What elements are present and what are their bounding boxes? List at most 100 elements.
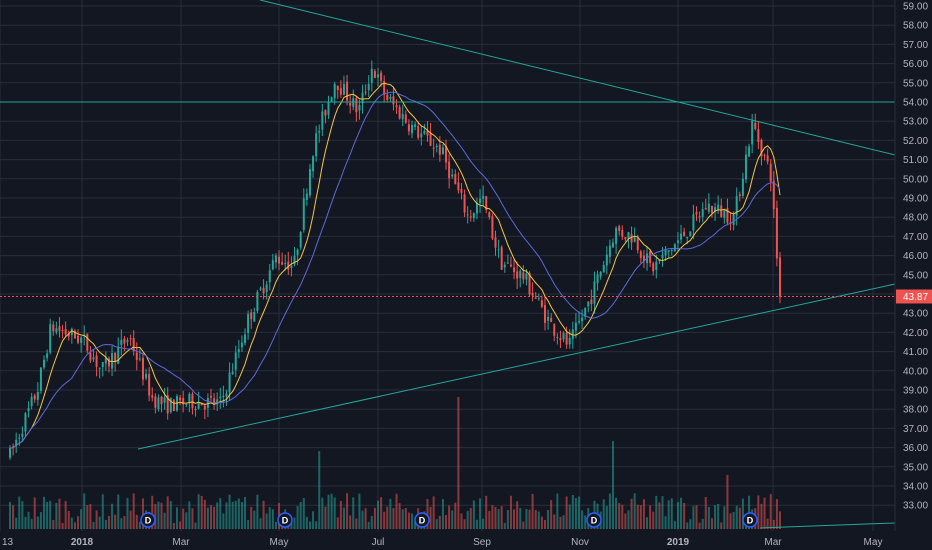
candle-body — [596, 274, 599, 284]
volume-bar — [386, 506, 389, 529]
y-tick-label: 51.00 — [903, 155, 928, 166]
volume-bar — [707, 507, 710, 529]
volume-bar — [469, 508, 472, 529]
candle-body — [256, 291, 259, 312]
candle-body — [630, 234, 633, 243]
volume-bar — [392, 508, 395, 529]
volume-bar — [488, 510, 491, 529]
candle-body — [642, 255, 645, 262]
candle-body — [550, 318, 553, 323]
volume-bar — [401, 509, 404, 529]
volume-bar — [732, 511, 735, 529]
y-tick-label: 38.00 — [903, 405, 928, 416]
candle-body — [392, 96, 395, 105]
volume-bar — [670, 498, 673, 529]
candle-body — [101, 362, 104, 367]
candle-body — [398, 106, 401, 119]
candle-body — [36, 392, 39, 400]
candle-body — [98, 367, 101, 369]
candle-body — [58, 326, 61, 331]
candle-body — [364, 91, 367, 93]
volume-bar — [451, 510, 454, 529]
volume-bar — [296, 506, 299, 529]
volume-bar — [250, 506, 253, 529]
candle-body — [509, 264, 512, 267]
volume-bar — [627, 510, 630, 529]
candle-body — [707, 203, 710, 212]
volume-bar — [336, 517, 339, 529]
candle-body — [358, 104, 361, 111]
y-tick-label: 56.00 — [903, 59, 928, 70]
candle-body — [95, 355, 98, 367]
candle-body — [760, 139, 763, 157]
candle-body — [649, 251, 652, 263]
volume-bar — [83, 493, 86, 529]
volume-bar — [123, 516, 126, 529]
candle-body — [395, 105, 398, 108]
volume-bar — [49, 500, 52, 529]
y-tick-label: 33.00 — [903, 501, 928, 512]
volume-bar — [726, 475, 729, 529]
candle-body — [593, 281, 596, 304]
volume-bar — [710, 518, 713, 529]
volume-bar — [370, 516, 373, 529]
volume-bar — [509, 495, 512, 529]
volume-bar — [169, 501, 172, 529]
volume-bar — [58, 498, 61, 529]
candle-body — [250, 312, 253, 320]
volume-bar — [445, 515, 448, 529]
candle-body — [52, 324, 55, 332]
candle-body — [522, 272, 525, 280]
candle-body — [39, 367, 42, 391]
candle-body — [389, 96, 392, 99]
descending-trendline[interactable] — [259, 0, 896, 156]
candle-body — [438, 144, 441, 155]
volume-bar — [683, 502, 686, 529]
y-tick-label: 40.00 — [903, 366, 928, 377]
candle-body — [293, 256, 296, 265]
volume-bar — [61, 522, 64, 529]
volume-bar — [506, 509, 509, 529]
candle-body — [244, 334, 247, 344]
candle-body — [259, 288, 262, 290]
candle-body — [330, 97, 333, 102]
candle-body — [380, 72, 383, 81]
volume-bar — [608, 493, 611, 529]
candle-body — [342, 84, 345, 96]
candle-body — [463, 194, 466, 213]
volume-bar — [479, 498, 482, 529]
candle-body — [605, 254, 608, 266]
ascending-trendline[interactable] — [137, 283, 896, 450]
candle-body — [287, 261, 290, 270]
dividend-marker-label: D — [747, 516, 754, 526]
volume-bar — [435, 519, 438, 529]
candle-body — [553, 323, 556, 336]
candle-body — [234, 352, 237, 370]
grid — [0, 0, 895, 531]
candle-body — [64, 328, 67, 335]
trend-annotations[interactable] — [0, 0, 896, 529]
volume-bar — [302, 497, 305, 529]
volume-bar — [262, 500, 265, 529]
candle-body — [308, 169, 311, 196]
volume-bar — [438, 515, 441, 529]
candle-body — [432, 147, 435, 149]
candle-body — [321, 111, 324, 130]
candle-body — [766, 155, 769, 162]
candle-body — [441, 147, 444, 155]
volume-bar — [172, 522, 175, 529]
candle-body — [531, 292, 534, 296]
candle-body — [253, 311, 256, 322]
candle-body — [355, 98, 358, 113]
volume-trendline — [759, 522, 896, 529]
volume-bar — [695, 505, 698, 529]
volume-bar — [441, 498, 444, 529]
volume-bar — [175, 507, 178, 529]
volume-bar — [766, 518, 769, 529]
candle-body — [519, 270, 522, 278]
volume-bar — [543, 519, 546, 529]
candle-body — [748, 146, 751, 157]
volume-bar — [64, 501, 67, 529]
volume-bar — [27, 511, 30, 529]
